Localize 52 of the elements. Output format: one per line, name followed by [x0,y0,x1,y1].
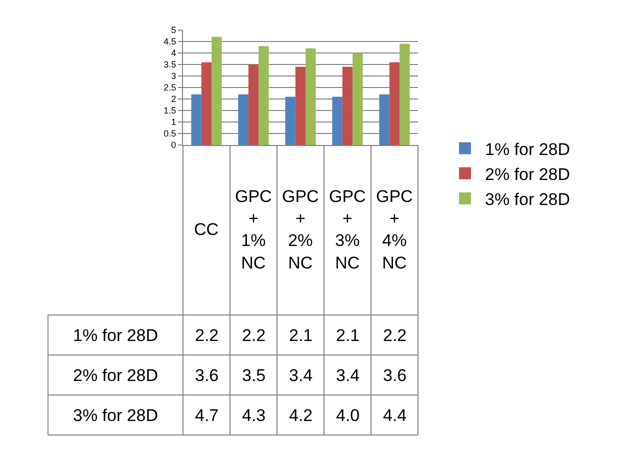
bar [342,66,353,145]
y-tick-label: 0.5 [164,128,176,139]
y-tick-label: 3 [171,71,176,82]
text: 1% for 28D [73,326,158,345]
x-tick-label: CC [194,220,219,239]
data-label: 2.1 [336,326,360,345]
bar [295,66,306,145]
y-tick-label: 4.5 [164,36,176,47]
data-label: 3.4 [289,366,313,385]
data-label: 4.3 [242,406,266,425]
data-label: 3.6 [195,366,219,385]
data-label: 2.2 [242,326,266,345]
y-tick-label: 0 [171,140,176,150]
data-label: 4.7 [195,406,219,425]
bar [389,62,400,145]
bar [248,64,259,145]
bar [400,44,410,145]
data-label: 3.6 [383,366,407,385]
x-tick-label: GPC + 3% NC [329,187,366,272]
bar [238,94,248,145]
bar [332,96,342,145]
bar [212,36,222,145]
data-label: 4.4 [383,406,407,425]
y-tick-label: 5 [171,25,176,36]
data-label: 2.2 [383,326,407,345]
y-tick-label: 1 [171,117,176,128]
y-tick-label: 3.5 [164,60,176,70]
x-tick-label: GPC + 4% NC [376,187,413,272]
y-tick-label: 2 [171,94,176,104]
bar [258,46,269,145]
legend-label: 3% for 28D [485,190,570,210]
y-tick-label: 1.5 [164,106,176,116]
x-tick-label: GPC + 1% NC [235,187,272,272]
text: 3% for 28D [73,406,158,425]
data-label: 3.5 [242,366,266,385]
bar [379,94,390,145]
data-label: 4.0 [336,406,360,425]
bar [285,96,296,145]
legend-label: 1% for 28D [485,140,570,159]
data-label: 3.4 [336,366,360,385]
x-tick-label: GPC + 2% NC [282,187,319,272]
bar [191,94,202,145]
data-label: 2.1 [289,326,313,345]
data-label: 4.2 [289,406,313,425]
text: 2% for 28D [73,366,158,385]
bar [201,62,212,145]
y-tick-label: 4 [171,48,176,58]
legend-label: 2% for 28D [485,164,570,184]
bar [352,53,363,145]
y-tick-label: 2.5 [164,82,176,93]
data-label: 2.2 [195,326,219,345]
bar [306,48,316,145]
